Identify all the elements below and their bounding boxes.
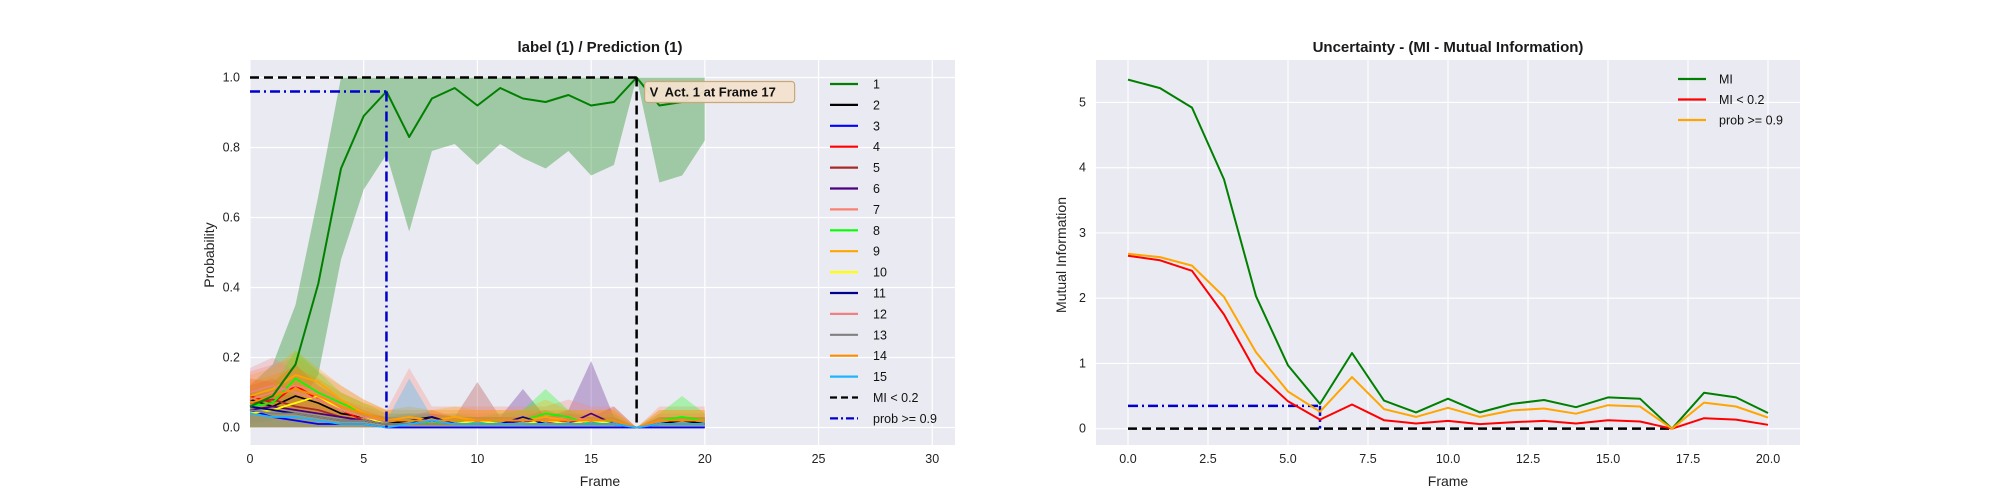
y-axis-label: Mutual Information	[1053, 197, 1069, 313]
legend-label: 6	[873, 182, 880, 196]
band-series-15	[250, 378, 705, 428]
legend-label: 13	[873, 328, 887, 342]
y-tick-label: 0.8	[223, 141, 240, 155]
band-series-8	[250, 350, 705, 428]
legend-label: MI < 0.2	[873, 391, 919, 405]
annotation-marker: V	[650, 85, 659, 100]
legend-label: 11	[873, 287, 886, 301]
y-tick-label: 1	[1079, 356, 1086, 370]
legend-label: 4	[873, 140, 880, 154]
x-tick-label: 2.5	[1199, 452, 1216, 466]
series-lines	[249, 76, 706, 429]
x-tick-label: 7.5	[1359, 452, 1376, 466]
band-series-12	[250, 357, 705, 428]
legend-label: MI	[1719, 73, 1733, 87]
x-tick-label: 5	[360, 452, 367, 466]
reference-lines	[1128, 404, 1672, 430]
legend-label: 12	[873, 307, 887, 321]
tick-labels: 0 5 10 15 20 25 300.00.20.40.60.81.0	[223, 71, 940, 467]
band-series-4	[250, 364, 705, 428]
band-series-7	[250, 357, 705, 428]
y-tick-label: 4	[1079, 161, 1086, 175]
x-tick-label: 0	[247, 452, 254, 466]
legend: MI MI < 0.2 prob >= 0.9	[1678, 73, 1783, 128]
y-tick-label: 3	[1079, 226, 1086, 240]
tick-labels: 0.0 2.5 5.0 7.5 10.0 12.5 15.0 17.5 20.0 0 1 2 3 4 5	[1079, 95, 1780, 466]
x-tick-label: 17.5	[1676, 452, 1700, 466]
series-lines	[1127, 78, 1769, 430]
x-tick-label: 10	[470, 452, 484, 466]
legend-label: prob >= 0.9	[1719, 114, 1783, 128]
band-series-1	[250, 77, 705, 424]
x-tick-label: 25	[812, 452, 826, 466]
legend-label: 2	[873, 98, 880, 112]
x-tick-label: 0.0	[1119, 452, 1136, 466]
legend-label: 14	[873, 349, 887, 363]
legend-label: 3	[873, 119, 880, 133]
legend-label: 5	[873, 161, 880, 175]
legend-label: MI < 0.2	[1719, 93, 1765, 107]
x-axis-label: Frame	[1428, 473, 1469, 489]
annotation-box	[644, 80, 796, 104]
band-series-9	[250, 350, 705, 428]
legend-label: 9	[873, 245, 880, 259]
uncertainty-chart: 0.0 2.5 5.0 7.5 10.0 12.5 15.0 17.5 20.0 0 1 2 3 4 5 U…	[1053, 39, 1800, 489]
x-tick-label: 10.0	[1436, 452, 1460, 466]
x-tick-label: 30	[925, 452, 939, 466]
x-axis-label: Frame	[580, 473, 621, 489]
y-axis-label: Probability	[201, 222, 217, 287]
chart-title: Uncertainty - (MI - Mutual Information)	[1313, 39, 1584, 56]
line-series-15	[249, 412, 705, 429]
y-tick-label: 0.4	[223, 281, 240, 295]
legend-label: 7	[873, 203, 880, 217]
legend-label: prob >= 0.9	[873, 412, 937, 426]
x-tick-label: 15	[584, 452, 598, 466]
x-tick-label: 12.5	[1516, 452, 1540, 466]
y-tick-label: 5	[1079, 95, 1086, 109]
legend-label: 1	[873, 78, 880, 92]
y-tick-label: 0.2	[223, 351, 240, 365]
line-series-3	[249, 409, 705, 429]
legend-label: 10	[873, 266, 887, 280]
activation-annotation: V Act. 1 at Frame 17	[644, 80, 796, 104]
line-series-MI	[1127, 78, 1769, 430]
x-tick-label: 20	[698, 452, 712, 466]
line-series-14	[249, 388, 705, 429]
band-series-6	[250, 361, 705, 428]
legend-label: 15	[873, 370, 887, 384]
y-tick-label: 0.0	[223, 421, 240, 435]
x-tick-label: 5.0	[1279, 452, 1296, 466]
probability-chart: 0 5 10 15 20 25 300.00.20.40.60.81.0 label (1)…	[201, 39, 955, 489]
legend-label: 8	[873, 224, 880, 238]
x-tick-label: 15.0	[1596, 452, 1620, 466]
plot-area	[250, 60, 955, 445]
x-tick-label: 20.0	[1756, 452, 1780, 466]
line-series-MI < 0.2	[1127, 254, 1769, 430]
y-tick-label: 0	[1079, 422, 1086, 436]
reference-lines	[250, 76, 638, 428]
chart-title: label (1) / Prediction (1)	[517, 39, 682, 56]
grid	[1096, 60, 1800, 445]
band-series-5	[250, 378, 705, 428]
line-series-prob >= 0.9	[1127, 252, 1769, 430]
grid	[249, 60, 955, 445]
y-tick-label: 2	[1079, 291, 1086, 305]
line-series-1	[249, 76, 706, 408]
annotation-text: Act. 1 at Frame 17	[665, 85, 776, 100]
y-tick-label: 1.0	[223, 71, 240, 85]
y-tick-label: 0.6	[223, 211, 240, 225]
